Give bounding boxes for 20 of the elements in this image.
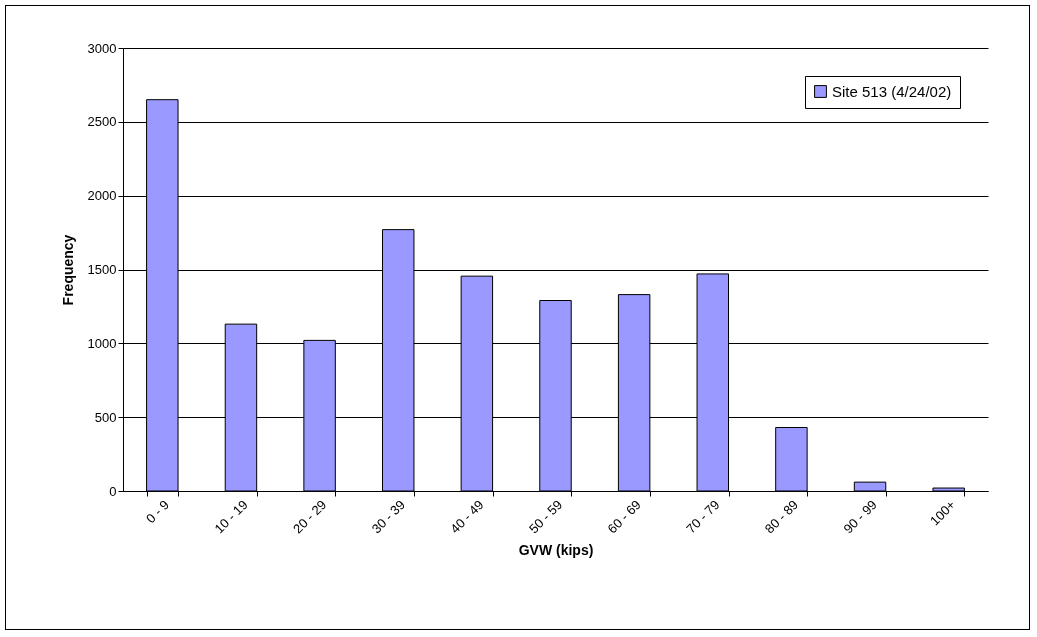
x-tick-label: 60 - 69 — [604, 497, 644, 537]
x-tick-label: 50 - 59 — [525, 497, 566, 537]
y-tick-label: 2000 — [87, 188, 117, 204]
x-tick-label: 0 - 9 — [143, 497, 173, 527]
x-tick-label: 70 - 79 — [683, 497, 723, 537]
y-tick-label: 0 — [109, 483, 117, 499]
x-tick-label: 40 - 49 — [447, 497, 487, 537]
y-tick-label: 1500 — [87, 262, 117, 277]
y-tick-label: 1000 — [87, 335, 117, 351]
x-axis-title: GVW (kips) — [518, 542, 594, 559]
y-tick-label: 500 — [94, 409, 117, 425]
x-tick-label: 20 - 29 — [290, 497, 330, 537]
y-axis-title: Frequency — [59, 234, 76, 306]
y-tick-label: 3000 — [87, 40, 117, 56]
x-tick-label: 30 - 39 — [368, 497, 408, 537]
legend-label: Site 513 (4/24/02) — [832, 82, 952, 100]
y-tick-label: 2500 — [87, 114, 117, 130]
x-tick-label: 80 - 89 — [761, 497, 802, 537]
x-tick-label: 90 - 99 — [840, 497, 880, 537]
x-tick-label: 10 - 19 — [211, 497, 251, 537]
